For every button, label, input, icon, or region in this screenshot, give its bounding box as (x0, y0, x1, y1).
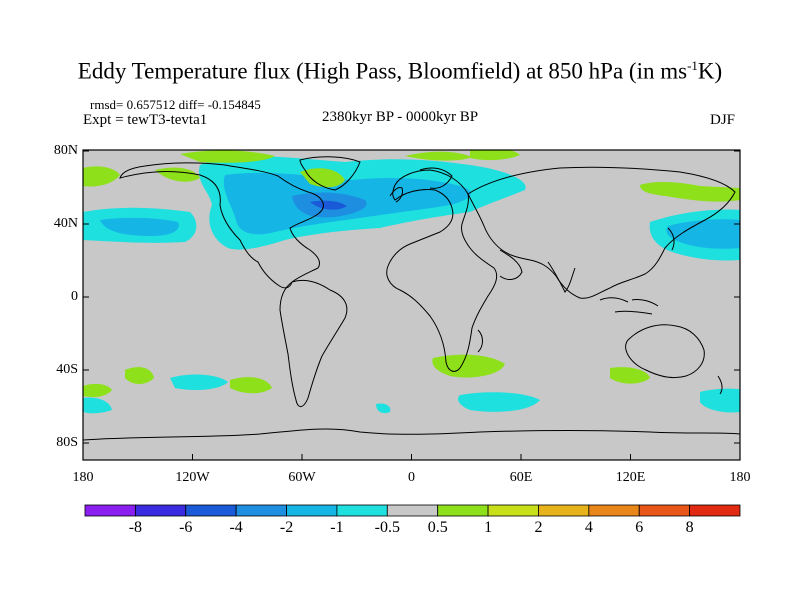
coast-asia (467, 166, 736, 299)
colorbar-label: -0.5 (374, 519, 400, 536)
colorbar-swatch (185, 504, 237, 517)
field-pos-bering (83, 166, 120, 187)
field-pos-kara (470, 150, 520, 161)
lat-tick-label: 80N (53, 143, 78, 158)
lat-tick-marks (83, 150, 740, 444)
coast-india (547, 261, 576, 293)
coast-australia (625, 324, 705, 379)
field-pos-greenland (300, 168, 345, 188)
coast-indonesia (599, 297, 659, 315)
field-pos-south-pacific-west (125, 367, 154, 384)
field-pos-indian-ocean (610, 367, 650, 384)
rmsd-diff-stats: rmsd= 0.657512 diff= -0.154845 (90, 97, 261, 112)
coastlines (83, 156, 740, 441)
field-neg-pacific-east-mid (100, 217, 179, 236)
field-pos-siberia (640, 182, 740, 202)
lon-tick-label: 180 (72, 470, 94, 485)
coast-new-zealand (717, 375, 723, 395)
colorbar-swatch (437, 504, 489, 517)
lat-tick-label: 40S (56, 362, 78, 377)
lat-tick-label: 0 (71, 289, 78, 304)
field-pos-dateline-south (83, 383, 112, 398)
colorbar-swatch (336, 504, 388, 517)
experiment-label: Expt = tewT3-tevta1 (83, 112, 208, 128)
coast-uk (389, 187, 403, 203)
field-pos-south-pacific-east (230, 377, 272, 394)
field-pos-south-africa (432, 354, 505, 378)
lon-tick-label: 60E (509, 470, 533, 485)
colorbar-swatch (84, 504, 136, 517)
colorbar-swatch (487, 504, 539, 517)
colorbar-swatch (286, 504, 338, 517)
field-neg-small-south-atlantic (376, 403, 391, 414)
field-neg-dateline-south (83, 397, 112, 414)
field-pos-alaska (155, 167, 200, 182)
lon-tick-label: 60W (288, 470, 316, 485)
lon-tick-marks (82, 454, 741, 460)
lon-tick-label: 0 (408, 470, 415, 485)
colorbar-label: 1 (484, 519, 493, 536)
coast-antarctica (83, 428, 740, 441)
colorbar-label: -8 (128, 519, 143, 536)
lon-tick-label: 180 (729, 470, 751, 485)
season-label: DJF (710, 112, 736, 128)
lat-tick-label: 40N (53, 216, 78, 231)
lat-tick-label: 80S (56, 435, 78, 450)
period-label: 2380kyr BP - 0000kyr BP (322, 109, 479, 125)
field-neg-atlantic-max (310, 200, 347, 210)
colorbar-swatch (235, 504, 287, 517)
colorbar-label: -2 (279, 519, 294, 536)
colorbar-swatch (689, 504, 741, 517)
lon-tick-label: 120E (615, 470, 646, 485)
colorbar-swatch (538, 504, 590, 517)
colorbar (84, 504, 741, 517)
coast-japan (667, 227, 675, 251)
field-neg-south-pacific (170, 374, 228, 390)
field-neg-south-indian (458, 392, 540, 412)
colorbar-label: -6 (179, 519, 193, 536)
colorbar-swatch (588, 504, 640, 517)
coast-arabia (499, 249, 523, 280)
plot-title: Eddy Temperature flux (High Pass, Bloomf… (77, 58, 723, 84)
lon-tick-label: 120W (175, 470, 210, 485)
colorbar-swatch (638, 504, 691, 517)
coast-south-america (279, 279, 348, 407)
colorbar-label: -4 (229, 519, 243, 536)
colorbar-swatch (386, 504, 439, 517)
coast-greenland (299, 156, 361, 191)
colorbar-label: 0.5 (427, 519, 448, 536)
field-pos-barents (405, 151, 472, 161)
colorbar-swatch (134, 504, 187, 517)
field-neg-south-tasman (700, 388, 740, 413)
colorbar-label: 6 (635, 519, 644, 536)
coast-madagascar (477, 329, 483, 353)
field-pos-arctic-canada (180, 150, 275, 163)
anomaly-fields (83, 150, 740, 414)
field-neg-pacific-west-mid (666, 219, 740, 249)
colorbar-label: -1 (330, 519, 344, 536)
colorbar-label: 8 (685, 519, 694, 536)
colorbar-label: 2 (534, 519, 543, 536)
coast-north-america (119, 162, 324, 289)
colorbar-label: 4 (584, 519, 593, 536)
coast-scandinavia (419, 167, 453, 189)
